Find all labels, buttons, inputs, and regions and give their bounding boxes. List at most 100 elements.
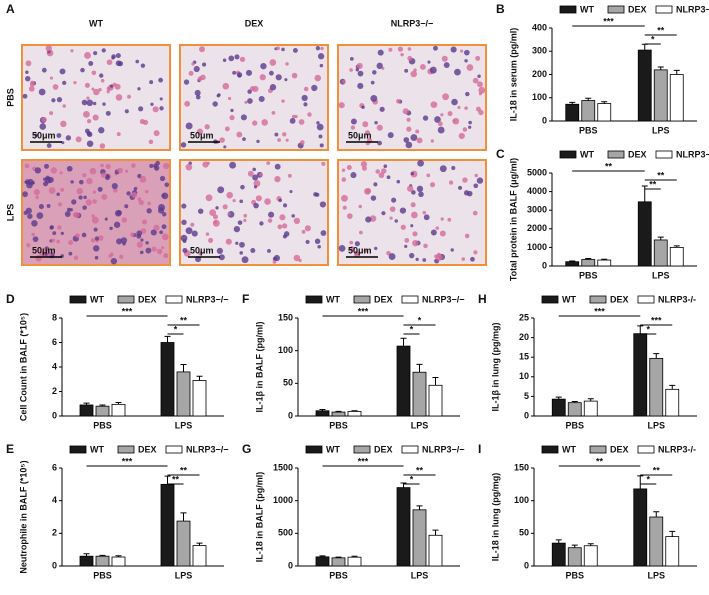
cell [44, 177, 52, 184]
error-bar [335, 410, 342, 413]
cell [397, 46, 404, 52]
cell [115, 60, 122, 67]
panel-label: A [6, 2, 15, 16]
bar [176, 371, 191, 417]
legend-swatch [655, 150, 673, 159]
cell [440, 217, 444, 221]
cell [204, 124, 210, 130]
cell [374, 246, 378, 251]
cell [340, 194, 348, 202]
cell [111, 56, 115, 60]
cell [94, 236, 99, 241]
cell [229, 161, 237, 169]
cell [164, 182, 170, 188]
cell [389, 206, 396, 212]
cell [422, 115, 429, 121]
cell [92, 114, 99, 121]
bar [428, 534, 443, 567]
cell [106, 89, 110, 94]
error-bar [585, 97, 592, 101]
cell [379, 106, 385, 112]
cell [369, 215, 377, 222]
cell [407, 47, 412, 51]
cell [450, 248, 454, 252]
cell [25, 60, 32, 67]
cell [227, 96, 232, 101]
cell [90, 238, 96, 243]
cell [237, 220, 243, 225]
cell [150, 102, 154, 106]
x-tick-label: LPS [652, 125, 670, 135]
column-label: NLRP3−/− [391, 18, 434, 28]
cell [466, 64, 474, 71]
legend-swatch [541, 295, 559, 304]
cell [255, 195, 262, 202]
cell [144, 189, 149, 194]
cell [404, 244, 408, 248]
cell [153, 224, 160, 231]
cell [454, 68, 461, 76]
cell [130, 232, 135, 237]
cell [105, 110, 111, 116]
cell [236, 72, 243, 78]
y-tick-label: 0 [524, 560, 529, 570]
cell [99, 143, 106, 149]
cell [360, 161, 368, 168]
cell [411, 190, 416, 195]
error-bar [196, 542, 203, 546]
cell [300, 140, 305, 145]
significance-label: *** [358, 456, 369, 466]
cell [190, 222, 195, 227]
cell [97, 235, 104, 241]
cell [23, 210, 28, 216]
y-tick-label: 0 [288, 560, 293, 570]
column-label: WT [89, 18, 103, 28]
error-bar [641, 43, 648, 51]
cell [448, 180, 454, 185]
legend-label: DEX [610, 444, 629, 454]
error-bar [196, 375, 203, 381]
cell [439, 165, 447, 173]
cell [131, 192, 138, 198]
cell [316, 123, 324, 131]
cell [405, 141, 413, 149]
y-tick-label: 150 [514, 462, 529, 472]
y-tick-label: 6 [52, 337, 57, 347]
cell [451, 98, 458, 106]
legend-label: NLRP3-/- [658, 444, 696, 454]
cell [145, 247, 152, 254]
legend-swatch [305, 295, 323, 304]
legend-swatch [607, 5, 625, 14]
cell [225, 238, 232, 245]
cell [86, 140, 94, 148]
cell [303, 102, 308, 107]
x-tick-label: LPS [647, 570, 665, 580]
cell [76, 187, 83, 195]
y-tick-label: 0 [524, 410, 529, 420]
y-axis-label: IL-18 in lung (pg/mg) [490, 473, 500, 562]
significance-label: *** [122, 306, 133, 316]
bar [665, 388, 680, 417]
error-bar [569, 260, 576, 262]
x-tick-label: LPS [175, 570, 193, 580]
cell [258, 96, 265, 103]
bar [160, 342, 175, 417]
cell [439, 230, 446, 237]
y-tick-label: 1500 [273, 462, 293, 472]
cell [247, 170, 254, 177]
error-bar [83, 402, 90, 405]
cell [209, 209, 217, 217]
cell [267, 249, 271, 253]
cell [109, 226, 113, 231]
cell [293, 217, 301, 225]
cell [268, 70, 274, 76]
y-tick-label: 50 [283, 378, 293, 388]
legend-swatch [589, 295, 607, 304]
cell [437, 126, 445, 134]
cell [267, 218, 273, 223]
cell [152, 106, 159, 113]
cell [426, 173, 431, 178]
significance-label: *** [651, 315, 662, 325]
cell [298, 119, 305, 125]
